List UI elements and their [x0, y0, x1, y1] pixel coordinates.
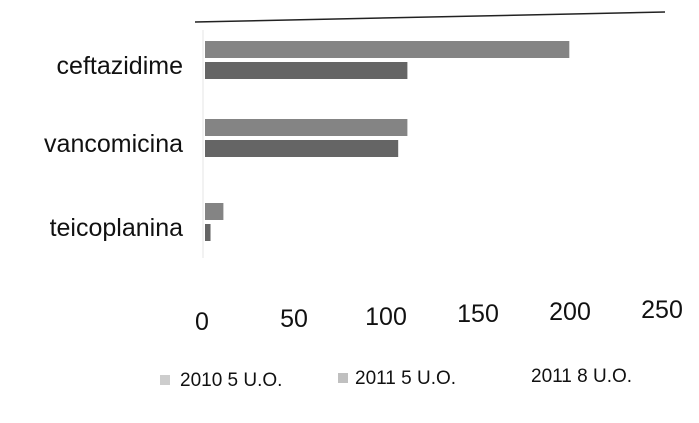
x-axis-tick-labels: 0 50 100 150 200 250 — [195, 296, 683, 336]
category-labels: ceftazidime vancomicina teicoplanina — [44, 52, 183, 242]
x-tick-label: 150 — [457, 300, 499, 328]
category-label-ceftazidime: ceftazidime — [57, 52, 183, 80]
bar-ceftazidime-2010-5-u-o — [205, 41, 570, 58]
bar-vancomicina-2011-5-u-o — [205, 140, 399, 157]
category-label-teicoplanina: teicoplanina — [50, 214, 184, 242]
bar-teicoplanina-2010-5-u-o — [205, 203, 224, 220]
x-tick-label: 50 — [280, 305, 308, 333]
bar-ceftazidime-2011-5-u-o — [205, 62, 408, 79]
legend-swatch-2011-5-u-o — [338, 373, 348, 383]
x-tick-label: 100 — [365, 303, 407, 331]
legend-label-2011-8-u-o: 2011 8 U.O. — [531, 366, 632, 387]
bar-teicoplanina-2011-5-u-o — [205, 224, 211, 241]
top-frame-line — [194, 11, 666, 23]
bar-vancomicina-2010-5-u-o — [205, 119, 408, 136]
x-tick-label: 0 — [195, 308, 209, 336]
legend-swatch-2010-5-u-o — [160, 375, 170, 385]
bars-layer — [205, 41, 570, 241]
legend-label-2011-5-u-o: 2011 5 U.O. — [355, 368, 456, 389]
legend-label-2010-5-u-o: 2010 5 U.O. — [180, 370, 282, 391]
x-tick-label: 250 — [641, 296, 683, 324]
legend: 2010 5 U.O. 2011 5 U.O. 2011 8 U.O. — [160, 366, 632, 391]
x-tick-label: 200 — [549, 298, 591, 326]
category-label-vancomicina: vancomicina — [44, 130, 183, 158]
